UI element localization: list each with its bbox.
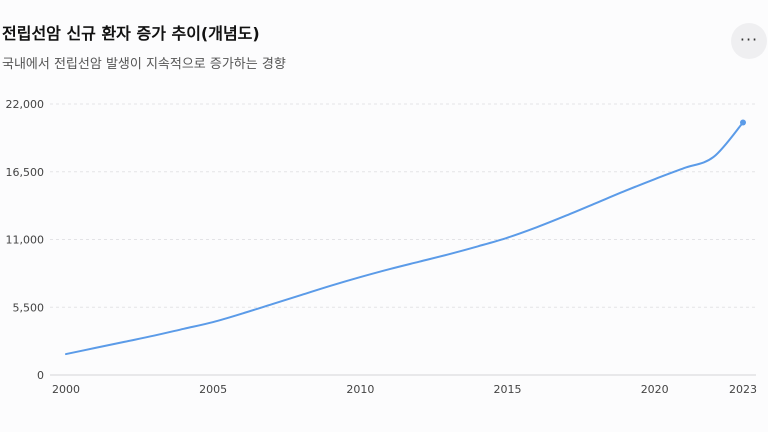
x-tick-label: 2005: [199, 383, 227, 396]
y-tick-label: 22,000: [6, 98, 45, 111]
x-tick-label: 2023: [729, 383, 757, 396]
y-tick-label: 16,500: [6, 166, 45, 179]
more-options-button[interactable]: ···: [731, 23, 767, 59]
chart-subtitle: 국내에서 전립선암 발생이 지속적으로 증가하는 경향: [2, 57, 286, 72]
x-tick-label: 2010: [346, 383, 374, 396]
series-group: [65, 119, 746, 356]
series-line: [65, 121, 744, 356]
y-tick-label: 0: [37, 369, 44, 382]
x-tick-label: 2015: [494, 383, 522, 396]
more-horizontal-icon: ···: [739, 29, 759, 49]
y-tick-label: 11,000: [6, 234, 45, 247]
chart-title: 전립선암 신규 환자 증가 추이(개념도): [2, 24, 260, 43]
y-tick-label: 5,500: [13, 301, 45, 314]
end-point-marker: [740, 119, 746, 126]
y-axis-ticks: 0 5,500 11,000 16,500 22,000: [6, 98, 45, 382]
x-tick-label: 2000: [52, 383, 80, 396]
grid-lines: [50, 103, 756, 376]
x-axis-ticks: 2000 2005 2010 2015 2020 2023: [52, 383, 757, 396]
x-tick-label: 2020: [641, 383, 669, 396]
